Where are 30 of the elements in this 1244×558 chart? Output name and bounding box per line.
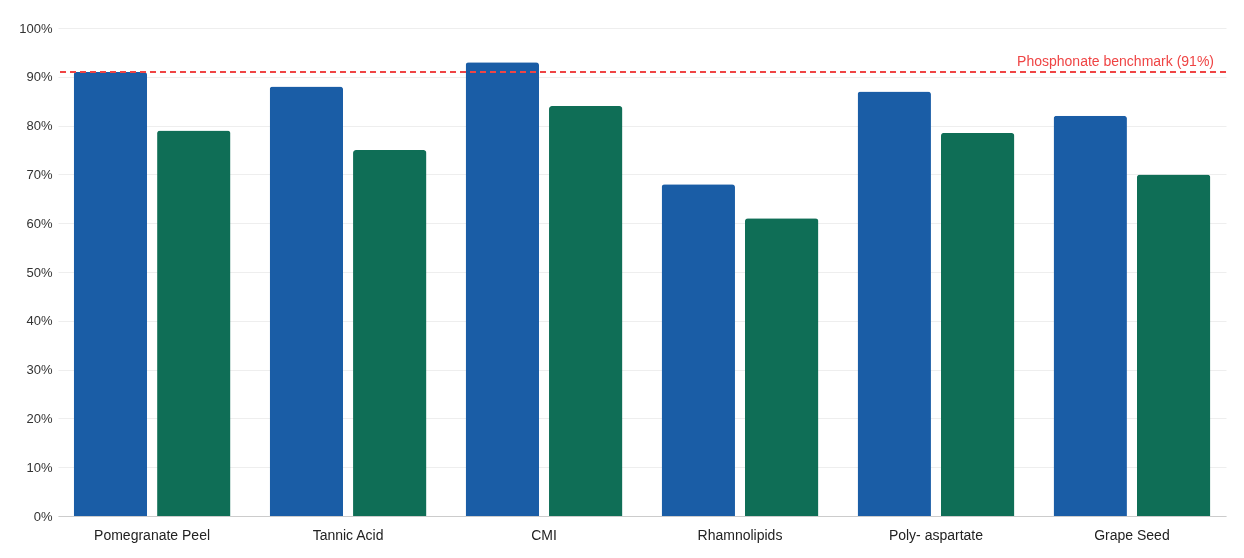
x-tick-label: Rhamnolipids [697,526,783,543]
bar [1136,174,1211,516]
y-tick-label: 70% [26,166,53,182]
y-tick-label: 100% [19,20,53,36]
y-tick-label: 40% [26,313,53,329]
x-tick-label: Pomegranate Peel [94,526,211,543]
bar [940,132,1015,516]
bar [1053,115,1127,516]
bar [857,91,931,516]
y-tick-label: 30% [26,362,53,378]
y-tick-label: 90% [26,69,53,85]
bar [661,184,735,516]
bar [465,62,540,516]
bar [157,130,231,516]
x-tick-label: Poly- aspartate [888,526,984,543]
y-tick-label: 0% [33,508,53,524]
x-tick-label: Tannic Acid [312,526,384,543]
y-tick-label: 80% [26,118,53,134]
y-tick-label: 60% [26,215,53,231]
y-tick-label: 20% [26,410,53,426]
y-tick-label: 50% [26,264,53,280]
bar [744,218,819,516]
bar [549,106,623,516]
x-tick-label: Grape Seed [1094,526,1170,543]
bar [73,71,148,516]
y-tick-label: 10% [26,459,53,475]
x-tick-label: CMI [531,526,557,543]
ref-line-label: Phosphonate benchmark (91%) [1017,52,1214,69]
bar [353,150,427,516]
bar [269,86,344,516]
